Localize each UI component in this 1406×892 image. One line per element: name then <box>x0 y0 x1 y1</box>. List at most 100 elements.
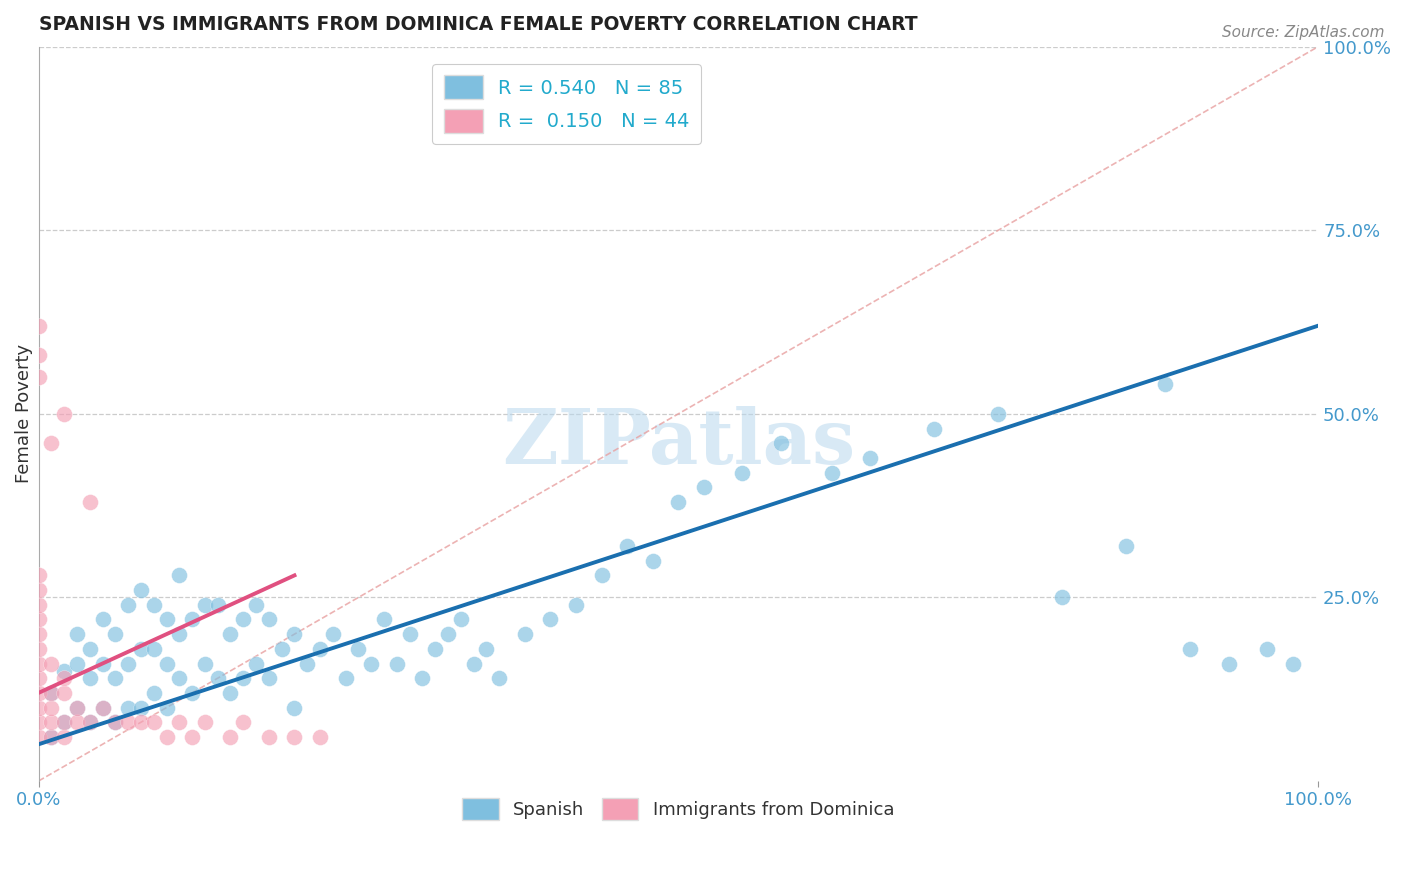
Point <box>1281 657 1303 671</box>
Point <box>169 568 191 582</box>
Point <box>53 730 76 744</box>
Point <box>322 627 344 641</box>
Point <box>616 539 638 553</box>
Point <box>155 730 177 744</box>
Point <box>219 627 242 641</box>
Point <box>41 657 63 671</box>
Point <box>27 627 49 641</box>
Point <box>411 671 433 685</box>
Point <box>91 700 114 714</box>
Point <box>270 641 292 656</box>
Point <box>309 730 332 744</box>
Point <box>1218 657 1240 671</box>
Point <box>245 657 267 671</box>
Point <box>641 554 664 568</box>
Point <box>142 598 165 612</box>
Point <box>987 407 1010 421</box>
Point <box>41 686 63 700</box>
Point <box>398 627 420 641</box>
Point <box>463 657 485 671</box>
Point <box>27 568 49 582</box>
Point <box>194 715 217 730</box>
Point <box>66 700 89 714</box>
Point <box>79 641 101 656</box>
Point <box>53 715 76 730</box>
Point <box>41 700 63 714</box>
Point <box>155 700 177 714</box>
Point <box>360 657 382 671</box>
Point <box>27 348 49 362</box>
Point <box>859 450 882 465</box>
Point <box>257 612 280 626</box>
Point <box>27 370 49 384</box>
Point <box>245 598 267 612</box>
Point <box>129 715 152 730</box>
Point <box>1180 641 1202 656</box>
Point <box>129 583 152 598</box>
Point <box>207 671 229 685</box>
Point <box>79 671 101 685</box>
Point <box>79 715 101 730</box>
Point <box>53 407 76 421</box>
Point <box>129 700 152 714</box>
Point <box>475 641 498 656</box>
Point <box>169 627 191 641</box>
Point <box>347 641 370 656</box>
Point <box>181 730 204 744</box>
Point <box>283 627 305 641</box>
Legend: Spanish, Immigrants from Dominica: Spanish, Immigrants from Dominica <box>456 790 901 827</box>
Point <box>450 612 472 626</box>
Point <box>181 686 204 700</box>
Point <box>1256 641 1278 656</box>
Point <box>104 715 127 730</box>
Point <box>425 641 447 656</box>
Point <box>283 700 305 714</box>
Point <box>53 686 76 700</box>
Point <box>41 436 63 450</box>
Point <box>41 730 63 744</box>
Point <box>297 657 319 671</box>
Point <box>66 627 89 641</box>
Point <box>117 598 139 612</box>
Point <box>53 671 76 685</box>
Point <box>194 598 217 612</box>
Point <box>169 671 191 685</box>
Point <box>41 686 63 700</box>
Point <box>66 715 89 730</box>
Text: SPANISH VS IMMIGRANTS FROM DOMINICA FEMALE POVERTY CORRELATION CHART: SPANISH VS IMMIGRANTS FROM DOMINICA FEMA… <box>38 15 917 34</box>
Point <box>27 318 49 333</box>
Point <box>1050 591 1073 605</box>
Point <box>117 715 139 730</box>
Point <box>385 657 408 671</box>
Point <box>283 730 305 744</box>
Point <box>565 598 588 612</box>
Point <box>1153 377 1175 392</box>
Point <box>232 671 254 685</box>
Point <box>142 715 165 730</box>
Point <box>27 671 49 685</box>
Point <box>27 583 49 598</box>
Point <box>155 612 177 626</box>
Point <box>181 612 204 626</box>
Point <box>373 612 395 626</box>
Point <box>104 715 127 730</box>
Point <box>27 715 49 730</box>
Point <box>538 612 561 626</box>
Point <box>769 436 792 450</box>
Point <box>194 657 217 671</box>
Point <box>27 612 49 626</box>
Point <box>257 730 280 744</box>
Point <box>142 641 165 656</box>
Point <box>693 480 716 494</box>
Point <box>117 657 139 671</box>
Point <box>219 686 242 700</box>
Point <box>821 466 844 480</box>
Point <box>219 730 242 744</box>
Point <box>27 730 49 744</box>
Point <box>169 715 191 730</box>
Point <box>731 466 754 480</box>
Point <box>129 641 152 656</box>
Point <box>488 671 510 685</box>
Point <box>79 715 101 730</box>
Point <box>91 657 114 671</box>
